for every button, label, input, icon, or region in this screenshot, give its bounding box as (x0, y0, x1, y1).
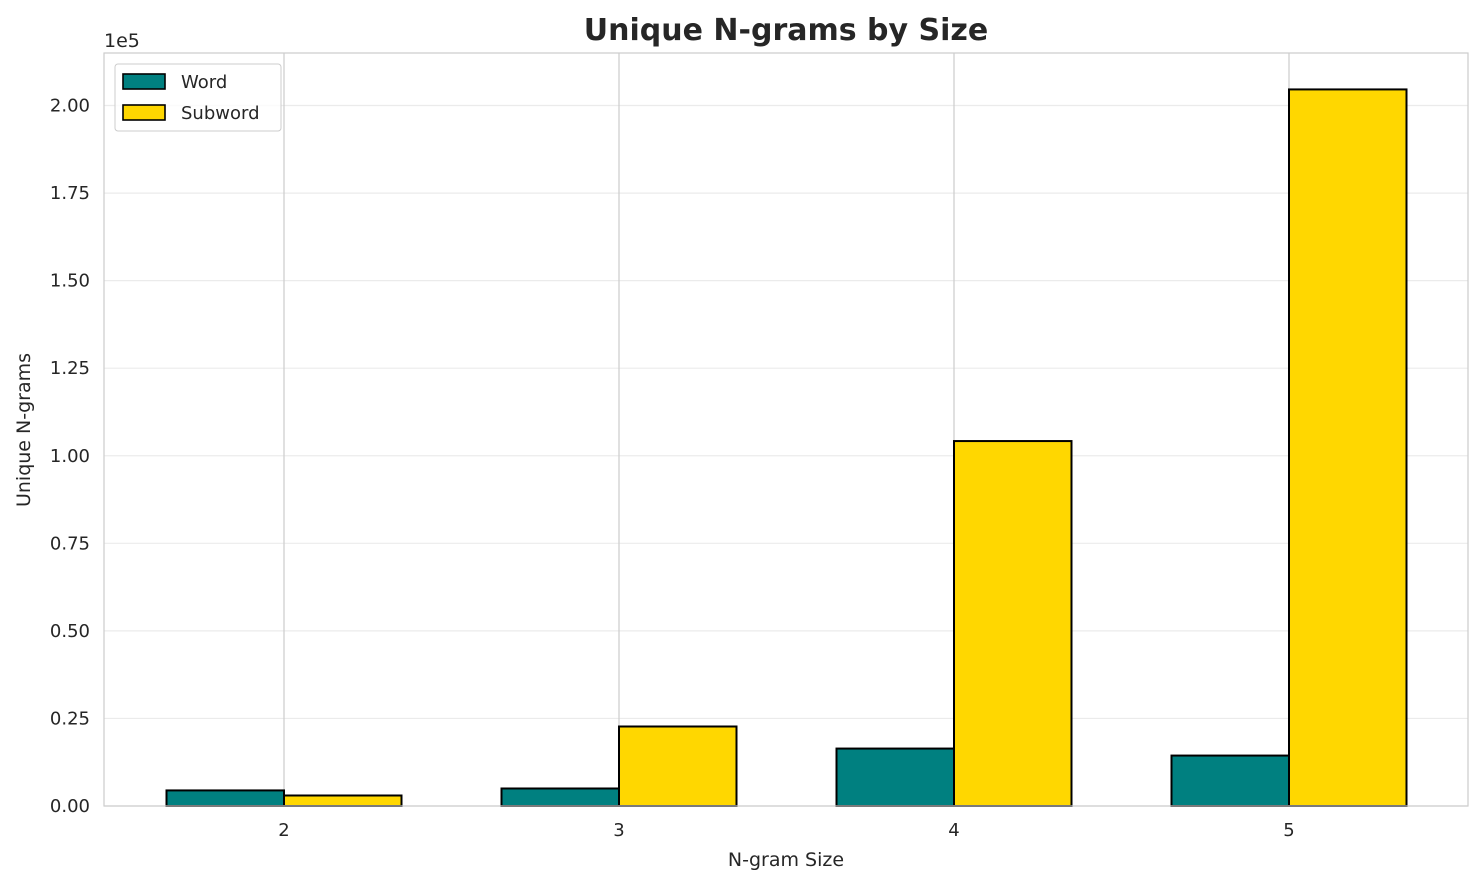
grid (104, 53, 1468, 807)
legend-label-word: Word (181, 72, 227, 93)
y-offset-label: 1e5 (104, 30, 140, 52)
legend-label-subword: Subword (181, 103, 260, 124)
bar-word-4 (835, 747, 955, 808)
y-tick-label: 2.00 (50, 96, 90, 117)
bar-word-2 (165, 789, 285, 808)
y-tick-label: 0.75 (50, 533, 90, 554)
y-tick-label: 0.50 (50, 621, 90, 642)
bar-subword-4 (953, 440, 1073, 807)
x-tick-label: 3 (613, 820, 624, 841)
y-tick-label: 1.25 (50, 358, 90, 379)
y-tick-label: 0.00 (50, 796, 90, 817)
bar-subword-5 (1288, 88, 1408, 807)
y-tick-label: 1.00 (50, 446, 90, 467)
y-tick-label: 0.25 (50, 708, 90, 729)
x-axis-label: N-gram Size (728, 849, 844, 871)
legend: Word Subword (114, 63, 282, 132)
y-tick-label: 1.50 (50, 271, 90, 292)
bars (165, 88, 1408, 808)
legend-swatch-subword (122, 104, 166, 121)
x-tick-label: 5 (1283, 820, 1294, 841)
bar-subword-2 (283, 794, 403, 808)
x-tick-label: 2 (278, 820, 289, 841)
y-tick-label: 1.75 (50, 183, 90, 204)
x-axis-ticks: 2 3 4 5 (278, 820, 1294, 841)
y-axis-label: Unique N-grams (13, 353, 35, 507)
x-tick-label: 4 (948, 820, 959, 841)
legend-swatch-word (122, 73, 166, 90)
bar-word-3 (500, 787, 620, 807)
bar-word-5 (1170, 754, 1290, 808)
plot-frame (103, 52, 1469, 807)
chart-title: Unique N-grams by Size (584, 13, 988, 48)
y-axis-ticks: 0.00 0.25 0.50 0.75 1.00 1.25 1.50 1.75 2.00 (50, 96, 90, 817)
bar-subword-3 (618, 725, 738, 807)
